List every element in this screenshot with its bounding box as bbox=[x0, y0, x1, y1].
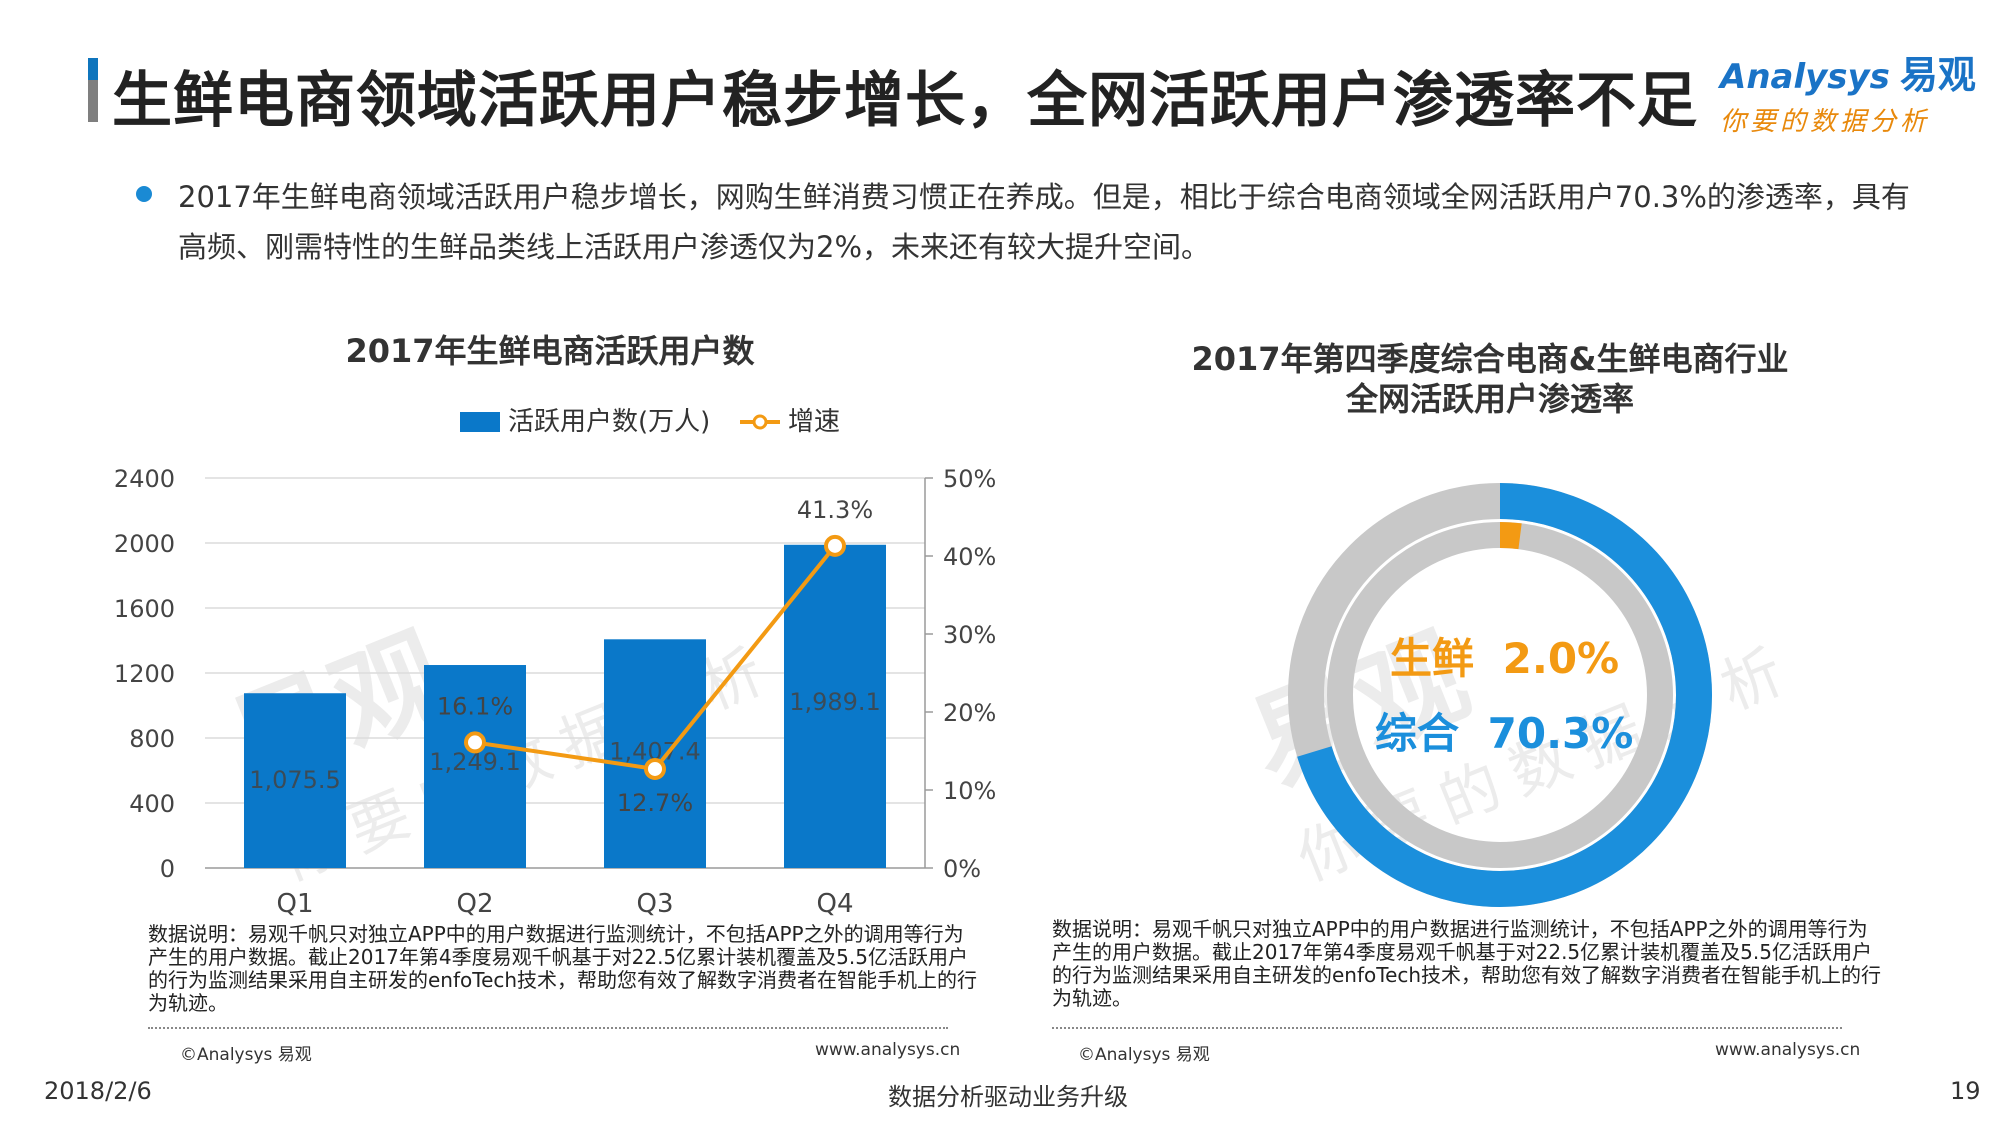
y-right-tick-label: 30% bbox=[943, 621, 996, 649]
donut-chart-subtitle: 全网活跃用户渗透率 bbox=[1345, 380, 1634, 418]
right-website: www.analysys.cn bbox=[1715, 1040, 1861, 1060]
donut-chart-title: 2017年第四季度综合电商&生鲜电商行业 bbox=[1191, 340, 1789, 378]
x-tick-label: Q3 bbox=[636, 889, 673, 919]
outer-ring-general bbox=[1297, 483, 1712, 907]
x-tick-label: Q2 bbox=[456, 889, 493, 919]
left-website: www.analysys.cn bbox=[815, 1040, 961, 1060]
legend-bar-label: 活跃用户数(万人) bbox=[508, 407, 710, 437]
left-data-note: 数据说明：易观千帆只对独立APP中的用户数据进行监测统计，不包括APP之外的调用… bbox=[148, 922, 978, 1015]
logo-slogan: 你要的数据分析 bbox=[1720, 107, 1931, 137]
growth-value-label: 12.7% bbox=[617, 789, 693, 817]
bar-line-chart: 活跃用户数(万人) 增速 0 400 800 1200 1600 2000 2400 0% 10% 2… bbox=[114, 407, 996, 919]
growth-point bbox=[644, 757, 666, 780]
analysys-logo: Analysys 易观 你要的数据分析 bbox=[1720, 44, 1980, 137]
x-tick-label: Q4 bbox=[816, 889, 853, 919]
footer-date: 2018/2/6 bbox=[44, 1077, 152, 1105]
x-tick-label: Q1 bbox=[276, 889, 313, 919]
legend-line-label: 增速 bbox=[788, 407, 840, 437]
bar bbox=[784, 544, 886, 868]
bar-value-label: 1,075.5 bbox=[249, 766, 341, 794]
growth-value-label: 16.1% bbox=[437, 692, 513, 720]
bar bbox=[604, 639, 706, 868]
title-accent-bar-top bbox=[88, 58, 98, 80]
inner-ring-fresh bbox=[1499, 522, 1522, 550]
left-divider bbox=[148, 1027, 948, 1029]
inner-ring-rest bbox=[1327, 522, 1673, 868]
y-right-tick-label: 50% bbox=[943, 465, 996, 493]
y-left-tick-label: 2400 bbox=[114, 465, 175, 493]
general-label-group: 综合 70.3% bbox=[1375, 700, 1633, 761]
left-copyright: ©Analysys 易观 bbox=[180, 1045, 312, 1065]
bar-chart-title: 2017年生鲜电商活跃用户数 bbox=[345, 332, 755, 370]
y-left-tick-label: 2000 bbox=[114, 530, 175, 558]
y-left-tick-label: 0 bbox=[160, 855, 175, 883]
page-number: 19 bbox=[1950, 1077, 1981, 1105]
growth-point bbox=[464, 731, 486, 754]
fresh-label: 生鲜 bbox=[1390, 634, 1475, 683]
logo-brand: Analysys bbox=[1720, 57, 1890, 97]
fresh-value: 2.0% bbox=[1502, 634, 1620, 683]
donut-chart bbox=[1288, 483, 1712, 907]
page-title: 生鲜电商领域活跃用户稳步增长，全网活跃用户渗透率不足 bbox=[112, 66, 1698, 136]
title-accent-bar bbox=[88, 58, 98, 122]
fresh-label-group: 生鲜 2.0% bbox=[1390, 625, 1619, 686]
right-data-note: 数据说明：易观千帆只对独立APP中的用户数据进行监测统计，不包括APP之外的调用… bbox=[1052, 917, 1882, 1010]
bar-value-label: 1,989.1 bbox=[789, 688, 881, 716]
y-left-tick-label: 1600 bbox=[114, 595, 175, 623]
y-right-tick-label: 40% bbox=[943, 543, 996, 571]
growth-value-label: 41.3% bbox=[797, 496, 873, 524]
y-left-tick-label: 800 bbox=[129, 725, 175, 753]
general-value: 70.3% bbox=[1487, 709, 1634, 758]
bar bbox=[244, 693, 346, 868]
y-right-tick-label: 10% bbox=[943, 777, 996, 805]
logo-brand-cn: 易观 bbox=[1899, 53, 1976, 97]
bar bbox=[424, 665, 526, 868]
general-label: 综合 bbox=[1375, 709, 1460, 758]
y-left-tick-label: 1200 bbox=[114, 660, 175, 688]
legend-bar-swatch bbox=[460, 412, 500, 432]
y-left-tick-label: 400 bbox=[129, 790, 175, 818]
y-right-tick-label: 20% bbox=[943, 699, 996, 727]
right-divider bbox=[1052, 1027, 1842, 1029]
summary-text: 2017年生鲜电商领域活跃用户稳步增长，网购生鲜消费习惯正在养成。但是，相比于综… bbox=[178, 180, 1910, 264]
legend-line-marker bbox=[752, 414, 768, 430]
growth-point bbox=[824, 534, 846, 557]
bullet-dot-icon bbox=[136, 186, 152, 202]
y-right-tick-label: 0% bbox=[943, 855, 981, 883]
footer-slogan: 数据分析驱动业务升级 bbox=[888, 1083, 1128, 1111]
right-copyright: ©Analysys 易观 bbox=[1078, 1045, 1210, 1065]
